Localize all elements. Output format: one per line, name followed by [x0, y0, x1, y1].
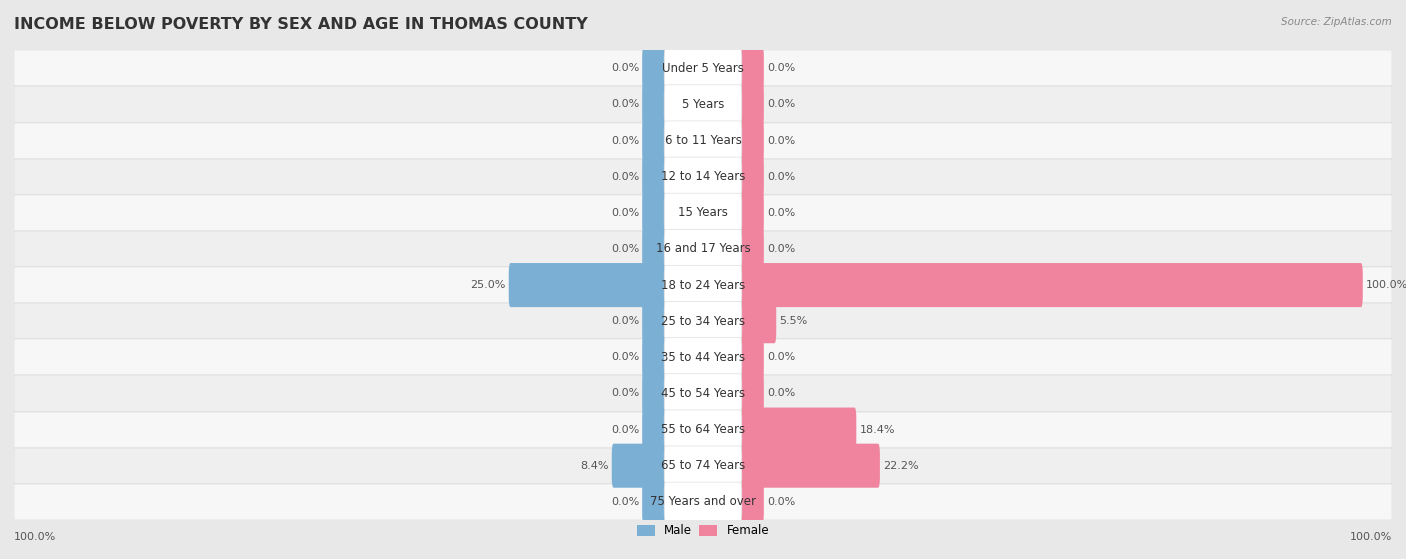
- Bar: [14, 231, 1392, 267]
- Text: 0.0%: 0.0%: [610, 244, 640, 254]
- Text: 15 Years: 15 Years: [678, 206, 728, 219]
- Text: 0.0%: 0.0%: [610, 389, 640, 399]
- Text: 0.0%: 0.0%: [610, 172, 640, 182]
- Text: 12 to 14 Years: 12 to 14 Years: [661, 170, 745, 183]
- Text: 0.0%: 0.0%: [610, 316, 640, 326]
- Text: 0.0%: 0.0%: [610, 63, 640, 73]
- FancyBboxPatch shape: [612, 444, 668, 487]
- Bar: [14, 448, 1392, 484]
- Text: 22.2%: 22.2%: [883, 461, 918, 471]
- FancyBboxPatch shape: [738, 227, 763, 271]
- FancyBboxPatch shape: [738, 335, 763, 380]
- Bar: [14, 303, 1392, 339]
- FancyBboxPatch shape: [738, 480, 763, 524]
- Text: 0.0%: 0.0%: [766, 172, 796, 182]
- FancyBboxPatch shape: [664, 301, 742, 341]
- Text: 0.0%: 0.0%: [766, 100, 796, 110]
- FancyBboxPatch shape: [738, 263, 1362, 307]
- Text: 0.0%: 0.0%: [766, 208, 796, 218]
- FancyBboxPatch shape: [509, 263, 668, 307]
- FancyBboxPatch shape: [664, 157, 742, 196]
- Text: 0.0%: 0.0%: [766, 389, 796, 399]
- Text: 35 to 44 Years: 35 to 44 Years: [661, 351, 745, 364]
- Text: 8.4%: 8.4%: [581, 461, 609, 471]
- Bar: [14, 159, 1392, 195]
- FancyBboxPatch shape: [664, 49, 742, 88]
- FancyBboxPatch shape: [643, 227, 668, 271]
- Text: 0.0%: 0.0%: [610, 425, 640, 434]
- Text: 100.0%: 100.0%: [1365, 280, 1406, 290]
- FancyBboxPatch shape: [643, 408, 668, 452]
- Text: 5.5%: 5.5%: [779, 316, 807, 326]
- Bar: [14, 484, 1392, 520]
- FancyBboxPatch shape: [643, 191, 668, 235]
- Text: 5 Years: 5 Years: [682, 98, 724, 111]
- Bar: [14, 195, 1392, 231]
- FancyBboxPatch shape: [664, 85, 742, 124]
- Bar: [14, 87, 1392, 122]
- Text: 55 to 64 Years: 55 to 64 Years: [661, 423, 745, 436]
- FancyBboxPatch shape: [643, 119, 668, 163]
- FancyBboxPatch shape: [738, 299, 776, 343]
- FancyBboxPatch shape: [643, 46, 668, 91]
- FancyBboxPatch shape: [643, 335, 668, 380]
- Text: 18 to 24 Years: 18 to 24 Years: [661, 278, 745, 292]
- Text: 100.0%: 100.0%: [14, 532, 56, 542]
- FancyBboxPatch shape: [738, 119, 763, 163]
- Text: 0.0%: 0.0%: [766, 497, 796, 507]
- Bar: [14, 50, 1392, 87]
- Text: 75 Years and over: 75 Years and over: [650, 495, 756, 508]
- Text: Source: ZipAtlas.com: Source: ZipAtlas.com: [1281, 17, 1392, 27]
- Text: 0.0%: 0.0%: [610, 352, 640, 362]
- Legend: Male, Female: Male, Female: [633, 520, 773, 542]
- Text: 0.0%: 0.0%: [766, 352, 796, 362]
- FancyBboxPatch shape: [643, 371, 668, 415]
- Text: 25 to 34 Years: 25 to 34 Years: [661, 315, 745, 328]
- FancyBboxPatch shape: [643, 480, 668, 524]
- Text: INCOME BELOW POVERTY BY SEX AND AGE IN THOMAS COUNTY: INCOME BELOW POVERTY BY SEX AND AGE IN T…: [14, 17, 588, 32]
- FancyBboxPatch shape: [643, 155, 668, 199]
- FancyBboxPatch shape: [738, 371, 763, 415]
- FancyBboxPatch shape: [664, 446, 742, 485]
- Bar: [14, 339, 1392, 376]
- FancyBboxPatch shape: [738, 191, 763, 235]
- Text: Under 5 Years: Under 5 Years: [662, 62, 744, 75]
- Bar: [14, 122, 1392, 159]
- FancyBboxPatch shape: [738, 408, 856, 452]
- FancyBboxPatch shape: [738, 155, 763, 199]
- FancyBboxPatch shape: [738, 83, 763, 126]
- FancyBboxPatch shape: [664, 482, 742, 522]
- Text: 18.4%: 18.4%: [859, 425, 894, 434]
- Text: 16 and 17 Years: 16 and 17 Years: [655, 243, 751, 255]
- Text: 0.0%: 0.0%: [610, 136, 640, 145]
- Bar: [14, 411, 1392, 448]
- Text: 0.0%: 0.0%: [766, 63, 796, 73]
- FancyBboxPatch shape: [738, 444, 880, 487]
- Text: 0.0%: 0.0%: [766, 244, 796, 254]
- FancyBboxPatch shape: [643, 299, 668, 343]
- FancyBboxPatch shape: [664, 193, 742, 233]
- FancyBboxPatch shape: [664, 229, 742, 269]
- FancyBboxPatch shape: [664, 374, 742, 413]
- Text: 6 to 11 Years: 6 to 11 Years: [665, 134, 741, 147]
- Text: 45 to 54 Years: 45 to 54 Years: [661, 387, 745, 400]
- FancyBboxPatch shape: [664, 338, 742, 377]
- Text: 65 to 74 Years: 65 to 74 Years: [661, 459, 745, 472]
- FancyBboxPatch shape: [664, 410, 742, 449]
- FancyBboxPatch shape: [643, 83, 668, 126]
- FancyBboxPatch shape: [664, 266, 742, 305]
- Text: 0.0%: 0.0%: [766, 136, 796, 145]
- Text: 0.0%: 0.0%: [610, 100, 640, 110]
- Bar: [14, 267, 1392, 303]
- FancyBboxPatch shape: [738, 46, 763, 91]
- Bar: [14, 376, 1392, 411]
- FancyBboxPatch shape: [664, 121, 742, 160]
- Text: 0.0%: 0.0%: [610, 208, 640, 218]
- Text: 100.0%: 100.0%: [1350, 532, 1392, 542]
- Text: 25.0%: 25.0%: [470, 280, 506, 290]
- Text: 0.0%: 0.0%: [610, 497, 640, 507]
